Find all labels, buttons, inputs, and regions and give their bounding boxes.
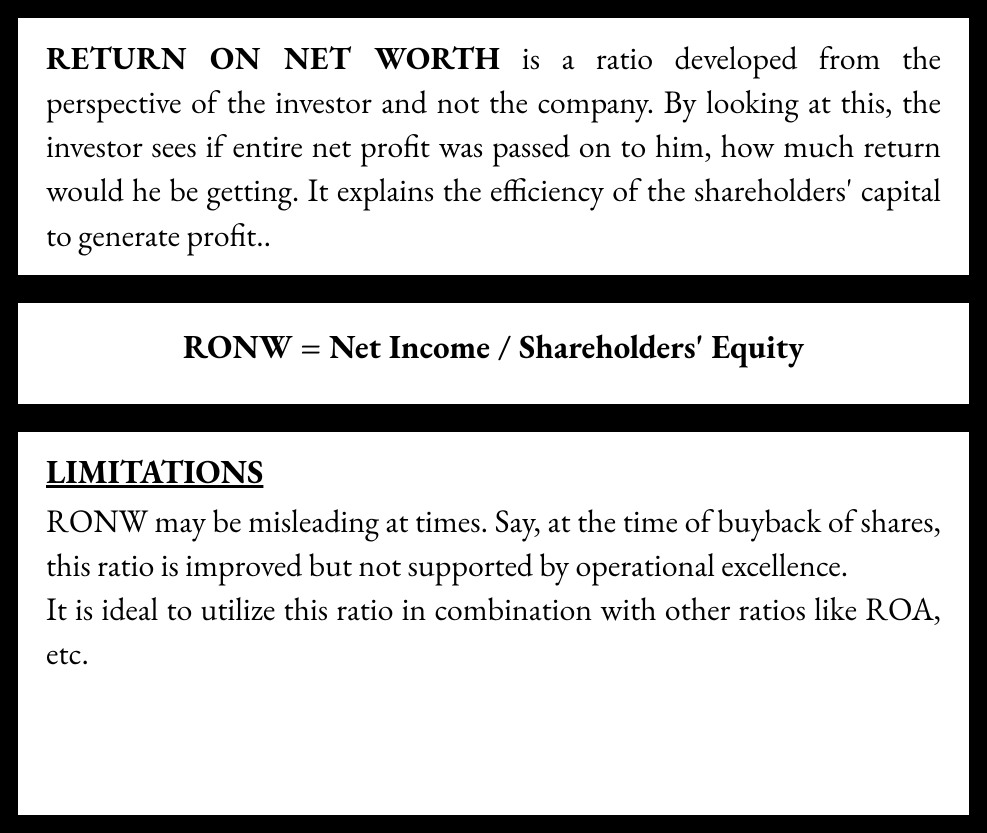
limitations-heading: LIMITATIONS bbox=[46, 450, 941, 493]
limitations-para-1: RONW may be misleading at times. Say, at… bbox=[46, 499, 941, 587]
limitations-panel: LIMITATIONS RONW may be misleading at ti… bbox=[18, 432, 969, 815]
definition-title: RETURN ON NET WORTH bbox=[46, 37, 500, 79]
formula-text: RONW = Net Income / Shareholders' Equity bbox=[46, 325, 941, 368]
limitations-para-2: It is ideal to utilize this ratio in com… bbox=[46, 587, 941, 675]
definition-panel: RETURN ON NET WORTH is a ratio developed… bbox=[18, 18, 969, 275]
formula-panel: RONW = Net Income / Shareholders' Equity bbox=[18, 303, 969, 404]
page-container: RETURN ON NET WORTH is a ratio developed… bbox=[18, 18, 969, 815]
definition-paragraph: RETURN ON NET WORTH is a ratio developed… bbox=[46, 36, 941, 257]
